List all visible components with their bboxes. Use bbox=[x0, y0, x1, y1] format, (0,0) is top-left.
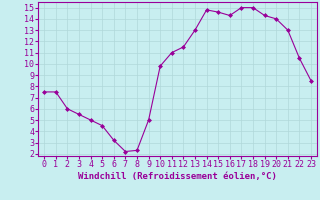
X-axis label: Windchill (Refroidissement éolien,°C): Windchill (Refroidissement éolien,°C) bbox=[78, 172, 277, 181]
